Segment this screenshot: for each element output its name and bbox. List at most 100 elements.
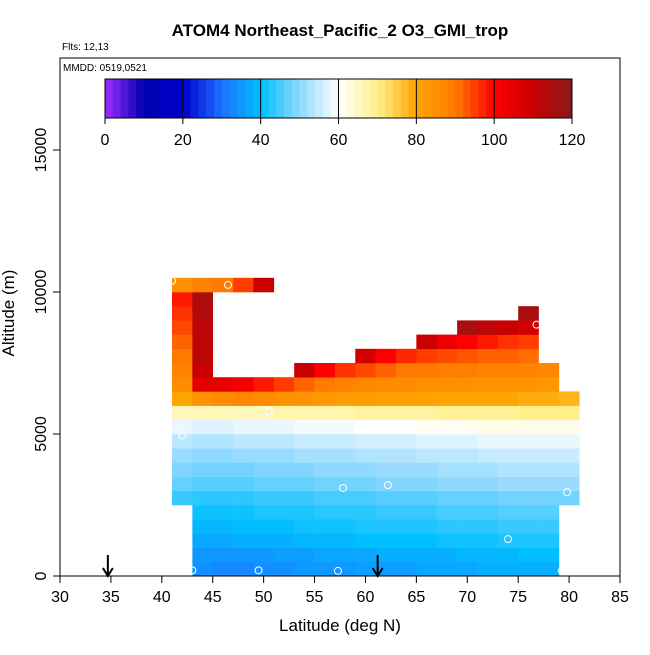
heatmap-cell	[212, 505, 234, 520]
heatmap-cell	[253, 533, 275, 548]
heatmap-cell	[273, 448, 295, 463]
heatmap-cell	[355, 476, 376, 492]
heatmap-cell	[192, 292, 214, 307]
colorbar-swatch	[330, 79, 339, 118]
heatmap-cell	[172, 348, 193, 364]
heatmap-cell	[497, 377, 519, 392]
heatmap-cell	[518, 547, 539, 563]
heatmap-cell	[192, 462, 214, 477]
heatmap-cell	[253, 277, 275, 293]
colorbar: 0 20 40 60 80 100 120	[101, 78, 586, 149]
heatmap-cell	[477, 391, 499, 406]
sample-point	[563, 488, 572, 497]
colorbar-swatch	[494, 79, 503, 118]
y-tick-label: 0	[33, 571, 50, 580]
heatmap-cell	[497, 490, 519, 506]
heatmap-cell	[192, 363, 214, 378]
heatmap-cell	[192, 334, 214, 350]
heatmap-cell	[314, 490, 336, 506]
heatmap-cell	[212, 391, 234, 406]
heatmap-cell	[192, 391, 214, 406]
heatmap-cell	[477, 334, 499, 350]
heatmap-cell	[538, 533, 560, 548]
heatmap-cell	[436, 419, 458, 435]
heatmap-cell	[294, 391, 315, 406]
colorbar-swatch	[276, 79, 285, 118]
colorbar-swatch	[548, 79, 557, 118]
heatmap-cell	[538, 434, 560, 449]
y-tick-label: 5000	[33, 416, 50, 452]
heatmap-cell	[457, 547, 478, 563]
heatmap-cell	[457, 391, 478, 406]
colorbar-swatch	[105, 79, 114, 118]
colorbar-tick-label: 120	[559, 132, 586, 149]
heatmap-cell	[334, 377, 356, 392]
subtitle: Flts: 12,13	[62, 42, 109, 53]
heatmap-cell	[538, 448, 560, 463]
heatmap-cell	[253, 490, 275, 506]
heatmap-cell	[538, 391, 560, 406]
heatmap-cell	[518, 519, 539, 534]
colorbar-swatch	[392, 79, 402, 118]
heatmap-cell	[355, 547, 376, 563]
heatmap-cell	[314, 533, 336, 548]
heatmap-cell	[457, 448, 478, 463]
heatmap-cell	[538, 462, 560, 477]
heatmap-cell	[233, 277, 254, 293]
heatmap-cell	[457, 476, 478, 492]
heatmap-cell	[294, 519, 315, 534]
heatmap-cell	[233, 561, 254, 577]
colorbar-swatch	[245, 79, 254, 118]
heatmap-cell	[212, 377, 234, 392]
heatmap-cell	[416, 405, 438, 421]
heatmap-cell	[558, 391, 580, 406]
heatmap-cell	[518, 405, 539, 421]
heatmap-cell	[558, 462, 580, 477]
heatmap-cell	[314, 363, 336, 378]
heatmap-cell	[497, 561, 519, 577]
heatmap-cell	[396, 419, 417, 435]
heatmap-cell	[172, 405, 193, 421]
colorbar-swatch	[190, 79, 199, 118]
heatmap-cell	[314, 391, 336, 406]
heatmap-cell	[497, 533, 519, 548]
heatmap-cell	[497, 476, 519, 492]
colorbar-swatch	[431, 79, 441, 118]
heatmap-cell	[294, 505, 315, 520]
heatmap-cell	[314, 476, 336, 492]
heatmap-cell	[334, 561, 356, 577]
heatmap-cell	[518, 476, 539, 492]
heatmap-cell	[396, 363, 417, 378]
colorbar-swatch	[478, 79, 487, 118]
heatmap-cell	[436, 561, 458, 577]
heatmap-cell	[518, 363, 539, 378]
heatmap-cell	[233, 505, 254, 520]
heatmap-cell	[396, 462, 417, 477]
heatmap-cell	[558, 476, 580, 492]
heatmap-cell	[253, 476, 275, 492]
heatmap-cell	[558, 405, 580, 421]
heatmap-cell	[355, 490, 376, 506]
heatmap-cell	[273, 490, 295, 506]
heatmap-cell	[355, 505, 376, 520]
heatmap-cell	[416, 490, 438, 506]
sample-point	[383, 481, 392, 490]
heatmap-cell	[518, 348, 539, 364]
heatmap-cell	[355, 391, 376, 406]
heatmap-cell	[355, 448, 376, 463]
heatmap-cell	[436, 405, 458, 421]
heatmap-cell	[172, 320, 193, 335]
heatmap-cell	[212, 462, 234, 477]
heatmap-cell	[314, 462, 336, 477]
heatmap-cell	[355, 348, 376, 364]
heatmap-cell	[518, 320, 539, 335]
heatmap-cell	[416, 561, 438, 577]
heatmap-cell	[233, 476, 254, 492]
heatmap-cell	[375, 363, 397, 378]
sample-point	[224, 280, 232, 289]
colorbar-swatch	[299, 79, 308, 118]
heatmap-cell	[192, 490, 214, 506]
x-tick-label: 50	[255, 589, 273, 606]
heatmap-cell	[355, 363, 376, 378]
